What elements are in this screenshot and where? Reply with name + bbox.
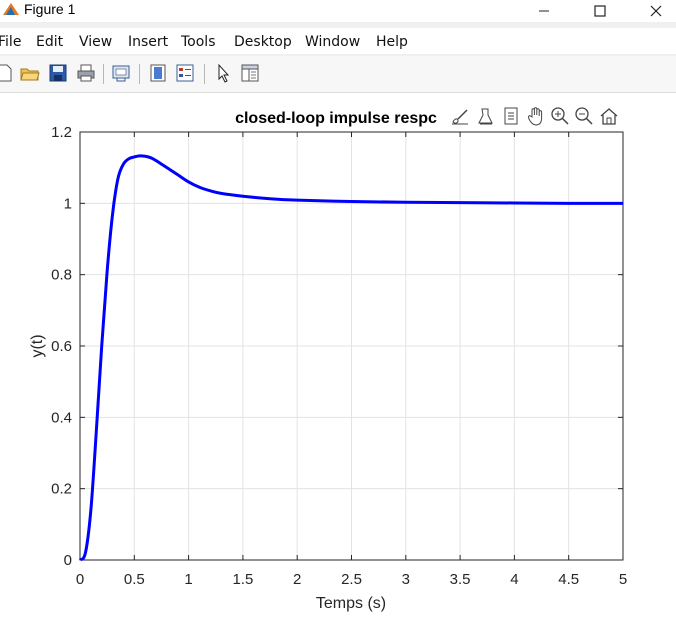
y-tick-label: 0.2 bbox=[51, 481, 72, 498]
plot-axes[interactable]: 0 0.5 1 1.5 2 2.5 3 3.5 4 4.5 5 00.20.40.60.811.2 … bbox=[0, 93, 676, 618]
home-icon[interactable] bbox=[599, 106, 619, 126]
link-plot-icon[interactable] bbox=[111, 63, 131, 83]
close-icon bbox=[650, 5, 662, 17]
y-tick-label: 1.2 bbox=[51, 124, 72, 141]
menu-insert[interactable]: Insert bbox=[128, 34, 169, 50]
brush-icon[interactable] bbox=[450, 106, 470, 126]
toolbar-separator bbox=[204, 64, 205, 84]
x-tick-label: 5 bbox=[619, 571, 627, 588]
x-tick-label: 4.5 bbox=[558, 571, 579, 588]
matlab-logo-icon bbox=[3, 3, 19, 15]
y-tick-label: 0.8 bbox=[51, 267, 72, 284]
menu-bar: File Edit View Insert Tools Desktop Wind… bbox=[0, 28, 676, 54]
x-tick-label: 3 bbox=[402, 571, 410, 588]
x-tick-label: 2.5 bbox=[341, 571, 362, 588]
y-tick-label: 0.6 bbox=[51, 338, 72, 355]
property-inspector-icon[interactable] bbox=[240, 63, 260, 83]
open-file-icon[interactable] bbox=[20, 63, 40, 83]
export-icon[interactable] bbox=[501, 106, 521, 126]
x-tick-label: 0.5 bbox=[124, 571, 145, 588]
minimize-button[interactable] bbox=[524, 0, 564, 22]
print-icon[interactable] bbox=[76, 63, 96, 83]
x-tick-label: 4 bbox=[510, 571, 518, 588]
legend-icon[interactable] bbox=[175, 63, 195, 83]
colorbar-icon[interactable] bbox=[148, 63, 168, 83]
maximize-icon bbox=[594, 5, 606, 17]
series-line bbox=[78, 154, 624, 562]
y-tick-label: 1 bbox=[64, 195, 72, 212]
y-axis-label: y(t) bbox=[29, 334, 46, 357]
x-tick-label: 2 bbox=[293, 571, 301, 588]
x-tick-label: 1.5 bbox=[232, 571, 253, 588]
menu-desktop[interactable]: Desktop bbox=[234, 34, 292, 50]
x-tick-label: 0 bbox=[76, 571, 84, 588]
menu-edit[interactable]: Edit bbox=[36, 34, 64, 50]
x-axis-label: Temps (s) bbox=[316, 595, 386, 612]
window-title: Figure 1 bbox=[24, 1, 76, 17]
maximize-button[interactable] bbox=[580, 0, 620, 22]
y-tick-label: 0.4 bbox=[51, 409, 72, 426]
window-title-bar: Figure 1 bbox=[0, 0, 676, 22]
x-tick-label: 3.5 bbox=[450, 571, 471, 588]
zoom-in-icon[interactable] bbox=[550, 106, 570, 126]
x-tick-labels: 0 0.5 1 1.5 2 2.5 3 3.5 4 4.5 5 bbox=[76, 571, 627, 588]
menu-help[interactable]: Help bbox=[376, 34, 408, 50]
menu-window[interactable]: Window bbox=[305, 34, 361, 50]
data-tips-icon[interactable] bbox=[476, 106, 496, 126]
new-figure-icon[interactable] bbox=[0, 63, 14, 83]
menu-view[interactable]: View bbox=[79, 34, 113, 50]
save-icon[interactable] bbox=[48, 63, 68, 83]
toolbar-separator bbox=[103, 64, 104, 84]
y-tick-label: 0 bbox=[64, 552, 72, 569]
menu-tools[interactable]: Tools bbox=[181, 34, 216, 50]
chart-title: closed-loop impulse respc bbox=[235, 110, 437, 127]
x-tick-label: 1 bbox=[184, 571, 192, 588]
y-tick-labels: 0 0.2 0.4 0.6 0.8 1 1.2 bbox=[51, 124, 72, 569]
figure-toolbar bbox=[0, 56, 676, 93]
pan-hand-icon[interactable] bbox=[526, 106, 546, 126]
zoom-out-icon[interactable] bbox=[574, 106, 594, 126]
minimize-icon bbox=[539, 10, 549, 12]
menu-file[interactable]: File bbox=[0, 34, 22, 50]
series-layer bbox=[78, 154, 624, 562]
close-button[interactable] bbox=[636, 0, 676, 22]
edit-plot-icon[interactable] bbox=[214, 63, 234, 83]
toolbar-separator bbox=[139, 64, 140, 84]
